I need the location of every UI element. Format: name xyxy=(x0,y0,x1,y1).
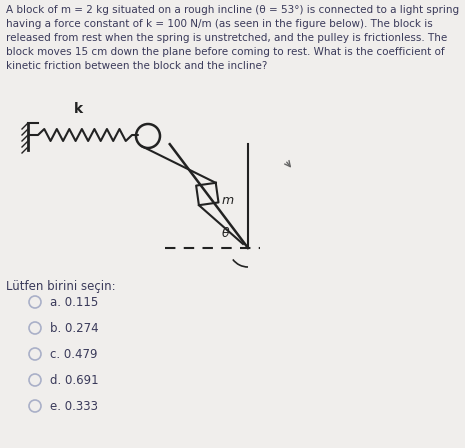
Text: k: k xyxy=(73,102,83,116)
Text: a. 0.115: a. 0.115 xyxy=(50,296,98,309)
Text: θ: θ xyxy=(222,227,230,240)
Text: d. 0.691: d. 0.691 xyxy=(50,374,99,387)
Text: b. 0.274: b. 0.274 xyxy=(50,322,99,335)
Text: Lütfen birini seçin:: Lütfen birini seçin: xyxy=(6,280,116,293)
Text: e. 0.333: e. 0.333 xyxy=(50,400,98,413)
Text: A block of m = 2 kg situated on a rough incline (θ = 53°) is connected to a ligh: A block of m = 2 kg situated on a rough … xyxy=(6,5,459,71)
Text: c. 0.479: c. 0.479 xyxy=(50,348,98,361)
Text: m: m xyxy=(221,194,233,207)
